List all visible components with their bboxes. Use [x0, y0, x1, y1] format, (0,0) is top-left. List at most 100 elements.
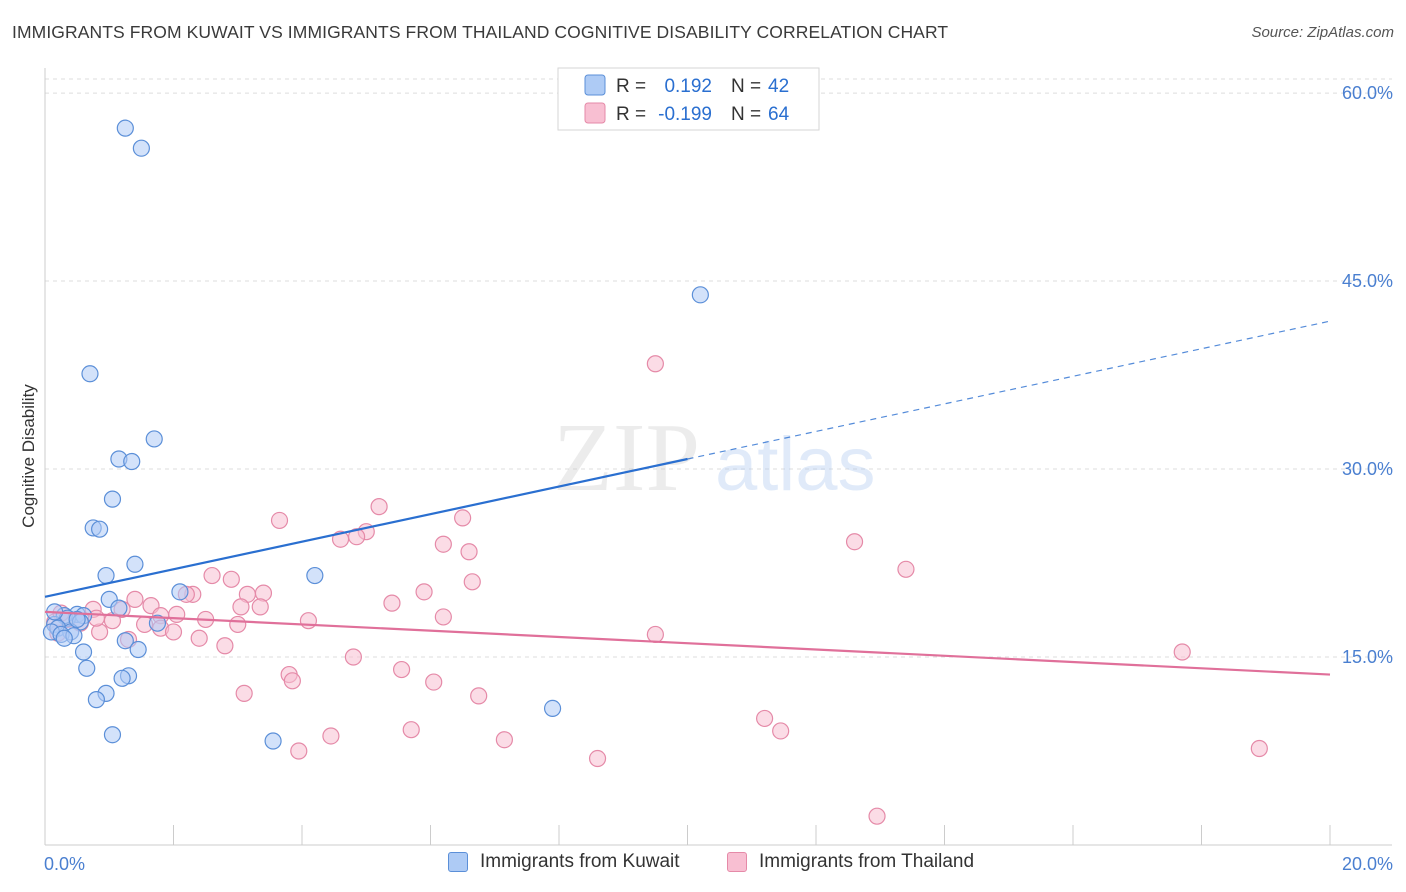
thailand-point: [470, 687, 488, 705]
thailand-point: [463, 573, 481, 591]
legend-r-label-kuwait: R =: [616, 76, 646, 97]
kuwait-point: [129, 640, 147, 659]
thailand-point: [434, 608, 452, 626]
y-tick-label: 15.0%: [1342, 647, 1393, 667]
thailand-point: [270, 511, 289, 530]
y-tick-label: 45.0%: [1342, 271, 1393, 291]
thailand-point: [897, 560, 915, 578]
thailand-point: [460, 543, 478, 561]
thailand-point: [299, 612, 318, 630]
legend-swatch-kuwait: [584, 74, 606, 96]
thailand-point: [216, 637, 234, 655]
kuwait-point: [74, 643, 93, 661]
kuwait-point: [110, 599, 128, 617]
thailand-point: [235, 684, 253, 702]
kuwait-points: [42, 119, 709, 750]
watermark-atlas: atlas: [715, 422, 876, 507]
chart-title: IMMIGRANTS FROM KUWAIT VS IMMIGRANTS FRO…: [12, 22, 949, 42]
kuwait-point: [543, 699, 562, 717]
thailand-point: [415, 583, 433, 601]
legend-item-kuwait: Immigrants from Kuwait: [448, 851, 680, 873]
kuwait-point: [103, 726, 122, 744]
kuwait-point: [103, 490, 122, 508]
thailand-point: [383, 594, 401, 612]
legend-swatch-thailand: [584, 102, 606, 124]
thailand-point: [222, 570, 240, 588]
thailand-point: [495, 731, 513, 749]
kuwait-point: [171, 583, 189, 601]
legend-swatch-kuwait-bottom: [448, 852, 468, 872]
watermark-zip: ZIP: [553, 404, 700, 512]
thailand-point: [454, 509, 472, 527]
kuwait-point: [691, 286, 709, 304]
thailand-point: [392, 660, 411, 679]
thailand-point: [290, 742, 308, 760]
thailand-trend-line: [44, 610, 1331, 676]
y-axis-label: Cognitive Disability: [19, 384, 38, 528]
legend-n-value-kuwait: 42: [768, 76, 789, 97]
bottom-legend: Immigrants from Kuwait Immigrants from T…: [0, 851, 1406, 879]
thailand-point: [1173, 643, 1191, 661]
source-label: Source: ZipAtlas.com: [1251, 24, 1394, 41]
thailand-point: [283, 672, 301, 690]
thailand-point: [232, 598, 250, 616]
kuwait-point: [97, 566, 115, 585]
thailand-point: [755, 709, 774, 728]
thailand-point: [425, 673, 443, 691]
thailand-point: [344, 648, 362, 666]
x-tick-label: 20.0%: [1342, 854, 1393, 874]
trend-lines: [44, 320, 1331, 676]
legend-item-thailand: Immigrants from Thailand: [727, 851, 974, 873]
axes: [44, 68, 1392, 846]
kuwait-point: [81, 365, 99, 383]
thailand-point: [845, 533, 864, 551]
thailand-point: [370, 498, 388, 516]
kuwait-trend-line-extension: [687, 320, 1331, 460]
legend-r-value-kuwait: 0.192: [664, 76, 712, 97]
kuwait-point: [68, 610, 86, 629]
thailand-point: [322, 727, 340, 745]
legend-r-label-thailand: R =: [616, 104, 646, 125]
thailand-point: [251, 598, 269, 616]
thailand-point: [1250, 739, 1268, 758]
thailand-point: [164, 623, 183, 641]
legend-label-thailand: Immigrants from Thailand: [759, 851, 975, 872]
kuwait-point: [264, 732, 282, 750]
kuwait-point: [132, 139, 150, 157]
thailand-point: [646, 355, 664, 373]
x-tick-label: 0.0%: [44, 854, 85, 874]
y-tick-label: 60.0%: [1342, 83, 1393, 103]
thailand-point: [203, 566, 221, 585]
kuwait-point: [87, 691, 106, 709]
legend-swatch-thailand-bottom: [727, 852, 747, 872]
thailand-point: [229, 615, 247, 634]
kuwait-point: [113, 669, 131, 687]
legend-n-value-thailand: 64: [768, 104, 790, 125]
thailand-point: [168, 605, 186, 624]
thailand-point: [588, 749, 607, 768]
legend-r-value-thailand: -0.199: [658, 104, 712, 125]
legend-n-label-thailand: N =: [731, 104, 761, 125]
kuwait-point: [148, 614, 167, 632]
kuwait-point: [116, 119, 134, 137]
tick-labels: 15.0% 30.0% 45.0% 60.0% 0.0% 20.0%: [44, 83, 1393, 874]
kuwait-point: [306, 566, 324, 585]
kuwait-point: [126, 555, 144, 573]
thailand-point: [190, 629, 208, 647]
thailand-point: [434, 535, 452, 553]
stats-legend: R = 0.192 N = 42 R = -0.199 N = 64: [557, 67, 820, 131]
thailand-point: [126, 590, 144, 608]
legend-label-kuwait: Immigrants from Kuwait: [480, 851, 680, 872]
gridlines: [45, 78, 1392, 658]
kuwait-point: [91, 520, 109, 538]
kuwait-trend-line: [44, 457, 688, 598]
thailand-point: [402, 721, 420, 739]
kuwait-point: [55, 629, 73, 647]
legend-n-label-kuwait: N =: [731, 76, 761, 97]
kuwait-point: [123, 452, 141, 471]
kuwait-point: [78, 659, 96, 677]
watermark: ZIP atlas: [553, 404, 876, 512]
thailand-point: [646, 625, 664, 644]
thailand-point: [772, 722, 790, 740]
